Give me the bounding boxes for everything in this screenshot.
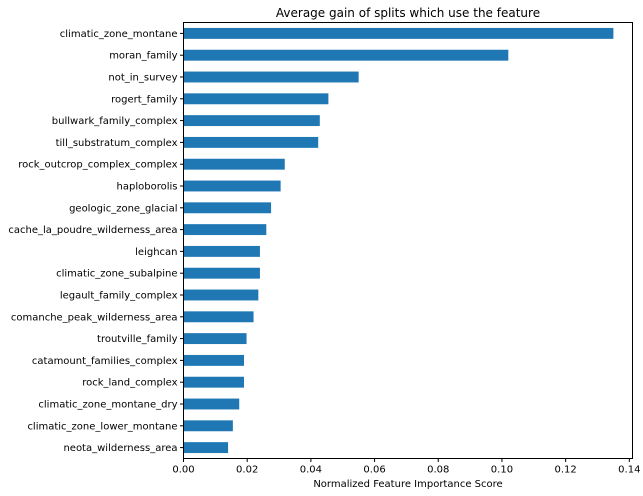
bar-leighcan xyxy=(183,245,260,257)
bar-moran_family xyxy=(183,49,509,61)
x-ticks: 0.00 0.02 0.04 0.06 0.08 0.10 0.12 0.14 xyxy=(172,458,640,476)
y-tick-label-climatic_zone_montane_dry: climatic_zone_montane_dry xyxy=(38,400,177,411)
y-tick-label-troutville_family: troutville_family xyxy=(97,334,178,345)
x-tick-label-0.04: 0.04 xyxy=(300,465,322,476)
bar-rock_outcrop_complex_complex xyxy=(183,158,285,170)
bar-climatic_zone_montane xyxy=(183,27,614,39)
bar-troutville_family xyxy=(183,333,247,345)
y-tick-label-climatic_zone_lower_montane: climatic_zone_lower_montane xyxy=(27,421,177,432)
x-tick-label-0.08: 0.08 xyxy=(427,465,449,476)
chart-title: Average gain of splits which use the fea… xyxy=(276,6,540,20)
y-tick-label-not_in_survey: not_in_survey xyxy=(108,73,177,84)
bar-climatic_zone_montane_dry xyxy=(183,398,240,410)
y-tick-label-till_substratum_complex: till_substratum_complex xyxy=(56,138,178,149)
y-tick-label-rogert_family: rogert_family xyxy=(111,94,177,105)
plot-frame xyxy=(183,22,633,459)
bar-climatic_zone_lower_montane xyxy=(183,420,233,432)
y-tick-label-moran_family: moran_family xyxy=(109,51,177,62)
bars-group xyxy=(183,27,614,454)
bar-legault_family_complex xyxy=(183,289,259,301)
bar-haploborolis xyxy=(183,180,281,192)
x-tick-label-0.14: 0.14 xyxy=(618,465,640,476)
x-tick-label-0.12: 0.12 xyxy=(554,465,576,476)
y-tick-labels: climatic_zone_montane moran_family not_in_… xyxy=(8,29,184,454)
bar-geologic_zone_glacial xyxy=(183,202,272,214)
bar-neota_wilderness_area xyxy=(183,442,229,454)
y-tick-label-geologic_zone_glacial: geologic_zone_glacial xyxy=(69,203,177,214)
x-tick-label-0.06: 0.06 xyxy=(363,465,385,476)
y-tick-label-climatic_zone_montane: climatic_zone_montane xyxy=(60,29,178,40)
y-tick-label-bullwark_family_complex: bullwark_family_complex xyxy=(52,116,178,127)
x-tick-label-0.10: 0.10 xyxy=(491,465,513,476)
bar-rock_land_complex xyxy=(183,376,245,388)
y-tick-label-catamount_families_complex: catamount_families_complex xyxy=(32,356,178,367)
bar-cache_la_poudre_wilderness_area xyxy=(183,224,267,236)
bar-comanche_peak_wilderness_area xyxy=(183,311,254,323)
bar-catamount_families_complex xyxy=(183,354,245,366)
x-axis-label: Normalized Feature Importance Score xyxy=(313,479,502,490)
bar-not_in_survey xyxy=(183,71,359,83)
y-tick-label-neota_wilderness_area: neota_wilderness_area xyxy=(63,443,177,454)
x-tick-label-0.02: 0.02 xyxy=(236,465,258,476)
y-tick-label-leighcan: leighcan xyxy=(135,247,177,258)
y-tick-label-rock_land_complex: rock_land_complex xyxy=(82,378,177,389)
y-tick-label-rock_outcrop_complex_complex: rock_outcrop_complex_complex xyxy=(18,160,177,171)
bar-bullwark_family_complex xyxy=(183,115,320,127)
y-tick-label-comanche_peak_wilderness_area: comanche_peak_wilderness_area xyxy=(11,312,178,323)
y-tick-label-climatic_zone_subalpine: climatic_zone_subalpine xyxy=(56,269,177,280)
y-tick-label-cache_la_poudre_wilderness_area: cache_la_poudre_wilderness_area xyxy=(8,225,177,236)
y-tick-label-haploborolis: haploborolis xyxy=(117,182,178,193)
bar-climatic_zone_subalpine xyxy=(183,267,260,279)
bar-rogert_family xyxy=(183,93,329,105)
bar-till_substratum_complex xyxy=(183,136,319,148)
y-tick-label-legault_family_complex: legault_family_complex xyxy=(60,291,178,302)
x-tick-label-0.00: 0.00 xyxy=(172,465,194,476)
